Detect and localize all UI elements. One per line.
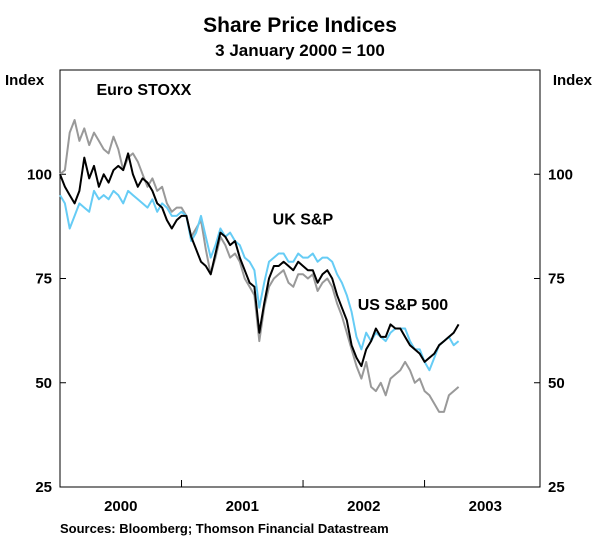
y-axis-unit-right: Index	[552, 72, 592, 89]
y-tick-label-right: 100	[548, 166, 573, 183]
source-note: Sources: Bloomberg; Thomson Financial Da…	[60, 521, 389, 536]
x-tick-label: 2000	[104, 498, 137, 515]
y-tick-label-right: 75	[548, 271, 565, 288]
series-annotation: Euro STOXX	[96, 82, 191, 99]
series-annotation: UK S&P	[273, 211, 334, 228]
series-annotation: US S&P 500	[358, 297, 449, 314]
euro-stoxx-line	[59, 119, 460, 413]
us-s-p-500-line	[59, 152, 460, 368]
chart-title: Share Price Indices	[203, 14, 397, 37]
chart-subtitle: 3 January 2000 = 100	[215, 41, 385, 60]
y-tick-label-left: 75	[35, 271, 52, 288]
y-tick-label-left: 25	[35, 479, 52, 496]
x-tick-label: 2001	[226, 498, 259, 515]
y-tick-label-right: 25	[548, 479, 565, 496]
y-tick-label-left: 100	[27, 166, 52, 183]
uk-s-p-line	[59, 189, 460, 372]
y-tick-label-right: 50	[548, 375, 565, 392]
x-tick-label: 2002	[347, 498, 380, 515]
y-axis-unit-left: Index	[5, 72, 45, 89]
plot-frame	[59, 69, 541, 488]
y-tick-label-left: 50	[35, 375, 52, 392]
x-tick-label: 2003	[469, 498, 502, 515]
